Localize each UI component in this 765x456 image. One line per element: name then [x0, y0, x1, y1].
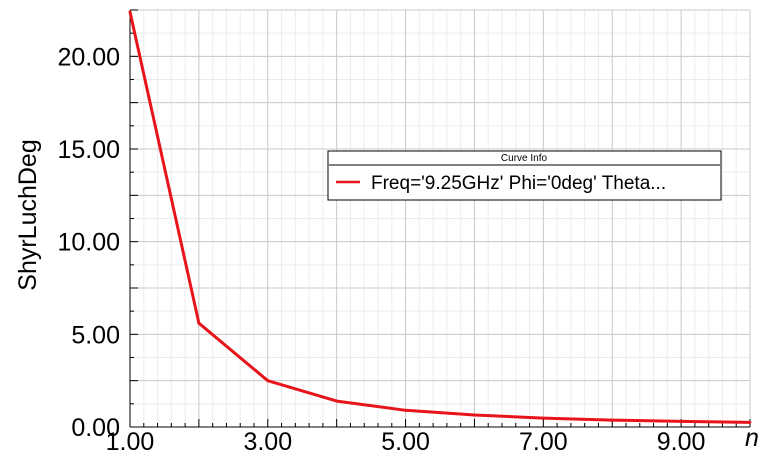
legend[interactable]: Curve Info Freq='9.25GHz' Phi='0deg' The… [327, 150, 722, 201]
x-tick-label: 9.00 [657, 428, 706, 456]
data-point [541, 416, 545, 420]
series-line [128, 11, 751, 424]
data-point [473, 413, 476, 417]
data-point [748, 420, 752, 424]
x-tick-label: 1.00 [106, 428, 155, 456]
series-layer [128, 10, 752, 424]
y-tick-labels: 0.00 5.00 10.00 15.00 20.00 [57, 43, 120, 442]
data-point [610, 418, 614, 422]
y-tick-label: 10.00 [57, 229, 120, 257]
data-point [266, 379, 270, 383]
legend-entry: Freq='9.25GHz' Phi='0deg' Theta... [371, 173, 666, 194]
y-axis-title: ShyrLuchDeg [14, 139, 42, 290]
x-axis-title: n [745, 424, 759, 452]
x-tick-label: 5.00 [381, 428, 430, 456]
y-tick-label: 5.00 [71, 321, 120, 349]
data-point [335, 399, 339, 403]
data-point [197, 321, 201, 325]
minor-tick-marks [129, 9, 751, 428]
x-tick-label: 3.00 [243, 428, 292, 456]
legend-box [327, 150, 722, 201]
data-point [679, 420, 683, 423]
x-tick-labels: 1.00 3.00 5.00 7.00 9.00 [106, 428, 706, 456]
major-grid [129, 9, 751, 428]
y-tick-label: 0.00 [71, 414, 120, 442]
data-point [404, 408, 407, 412]
x-tick-label: 7.00 [519, 428, 568, 456]
y-tick-label: 15.00 [57, 136, 120, 164]
y-tick-label: 20.00 [57, 43, 120, 71]
data-point [128, 10, 132, 14]
legend-title: Curve Info [501, 153, 548, 164]
